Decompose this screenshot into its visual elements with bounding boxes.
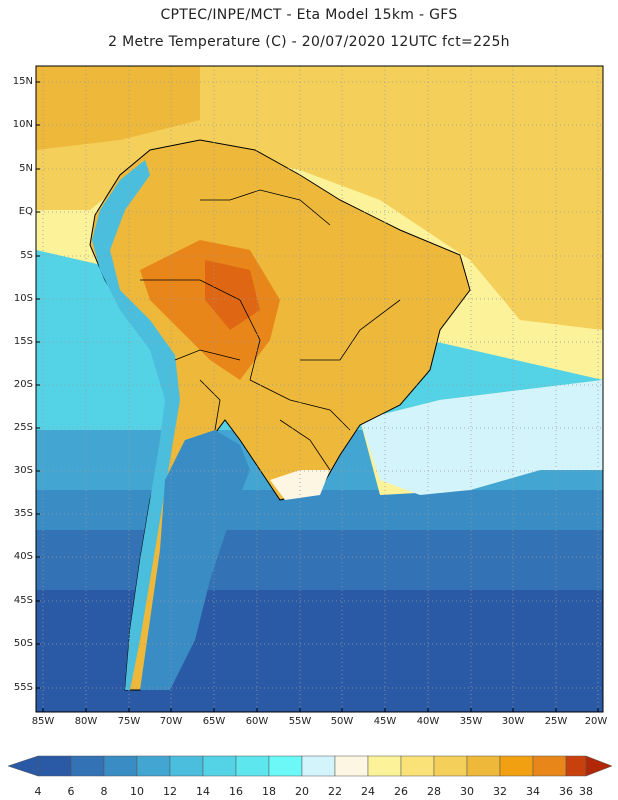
colorbar-label: 20 xyxy=(295,785,309,798)
country-borders xyxy=(140,189,401,471)
lat-label: 15N xyxy=(12,76,33,87)
colorbar-swatch xyxy=(301,755,336,777)
andes-cold-strip xyxy=(92,160,180,690)
colorbar-low-arrow xyxy=(7,755,39,777)
colorbar-label: 6 xyxy=(67,785,75,798)
colorbar-swatch xyxy=(37,755,72,777)
uruguay-mild-region xyxy=(270,470,330,500)
graticule xyxy=(36,66,603,712)
lon-label: 40W xyxy=(416,716,440,727)
lon-label: 80W xyxy=(74,716,98,727)
colorbar-label: 32 xyxy=(493,785,507,798)
lon-label: 75W xyxy=(117,716,141,727)
colorbar-label: 14 xyxy=(196,785,210,798)
colorbar-swatch xyxy=(103,755,138,777)
colorbar-high-arrow xyxy=(585,755,613,777)
colorbar-swatch xyxy=(268,755,303,777)
ocean-pale-band xyxy=(360,380,603,495)
colorbar-label: 38 xyxy=(579,785,593,798)
colorbar-label: 26 xyxy=(394,785,408,798)
lat-label: 50S xyxy=(13,638,33,649)
colorbar-swatch xyxy=(70,755,105,777)
lon-label: 70W xyxy=(159,716,183,727)
lat-label: 35S xyxy=(13,508,33,519)
colorbar xyxy=(7,755,613,777)
colorbar-label: 22 xyxy=(328,785,342,798)
colorbar-label: 16 xyxy=(229,785,243,798)
colorbar-swatch xyxy=(202,755,237,777)
colorbar-label: 12 xyxy=(163,785,177,798)
map-frame xyxy=(35,65,604,713)
colorbar-swatch xyxy=(433,755,468,777)
lat-label: 40S xyxy=(13,551,33,562)
lon-label: 25W xyxy=(544,716,568,727)
lat-label: 25S xyxy=(13,422,33,433)
title-line-2: 2 Metre Temperature (C) - 20/07/2020 12U… xyxy=(108,34,510,50)
lat-label: 20S xyxy=(13,379,33,390)
ocean-band-40s xyxy=(36,520,603,590)
lat-label: 10N xyxy=(12,119,33,130)
colorbar-label: 30 xyxy=(460,785,474,798)
caribbean-region xyxy=(36,66,200,150)
colorbar-swatch xyxy=(499,755,534,777)
colorbar-swatch xyxy=(565,755,587,777)
colorbar-swatch xyxy=(367,755,402,777)
colorbar-label: 10 xyxy=(130,785,144,798)
lon-label: 20W xyxy=(584,716,608,727)
colorbar-swatch xyxy=(532,755,567,777)
lon-label: 60W xyxy=(245,716,269,727)
lon-label: 55W xyxy=(288,716,312,727)
colorbar-label: 4 xyxy=(34,785,42,798)
colorbar-swatch xyxy=(235,755,270,777)
lat-label: 55S xyxy=(13,682,33,693)
colorbar-swatch xyxy=(136,755,171,777)
lon-label: 50W xyxy=(330,716,354,727)
lat-label: 15S xyxy=(13,336,33,347)
colorbar-swatch xyxy=(400,755,435,777)
colorbar-swatch xyxy=(169,755,204,777)
lon-label: 85W xyxy=(31,716,55,727)
title-line-1: CPTEC/INPE/MCT - Eta Model 15km - GFS xyxy=(160,7,458,23)
colorbar-label: 34 xyxy=(526,785,540,798)
colorbar-label: 18 xyxy=(262,785,276,798)
lat-label: 45S xyxy=(13,595,33,606)
lat-label: 30S xyxy=(13,465,33,476)
colorbar-swatch xyxy=(466,755,501,777)
lon-label: 65W xyxy=(202,716,226,727)
lat-label: EQ xyxy=(18,206,33,217)
lon-label: 30W xyxy=(501,716,525,727)
lat-label: 5N xyxy=(19,163,33,174)
colorbar-swatch xyxy=(334,755,369,777)
lat-label: 5S xyxy=(20,250,33,261)
colorbar-label: 36 xyxy=(559,785,573,798)
colorbar-label: 28 xyxy=(427,785,441,798)
axis-ticks xyxy=(36,81,599,712)
colorbar-label: 24 xyxy=(361,785,375,798)
atlantic-north-region xyxy=(36,66,603,330)
colorbar-label: 8 xyxy=(100,785,108,798)
lon-label: 35W xyxy=(459,716,483,727)
lat-label: 10S xyxy=(13,293,33,304)
patagonia-cool-region xyxy=(140,430,250,690)
lon-label: 45W xyxy=(373,716,397,727)
